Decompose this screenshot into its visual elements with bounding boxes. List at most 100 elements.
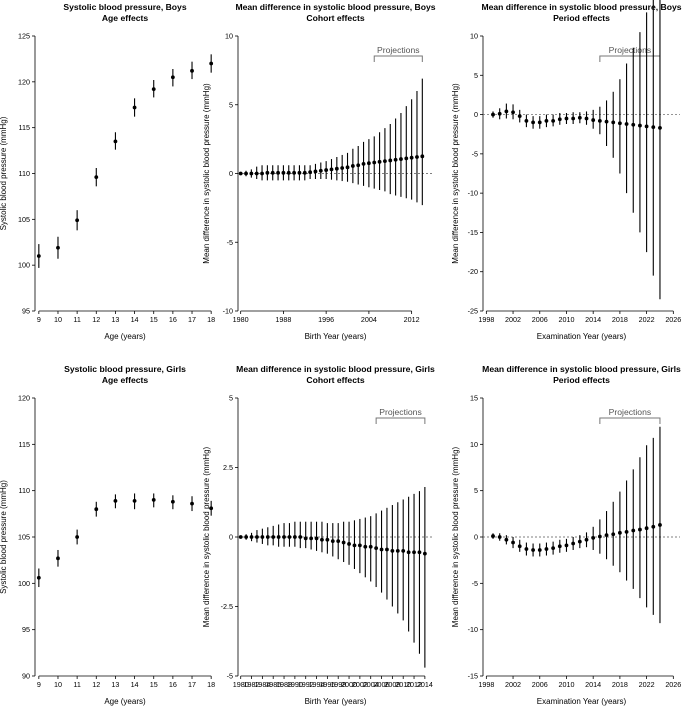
y-tick-label: 0: [474, 110, 478, 119]
y-tick-label: 105: [18, 533, 30, 542]
data-point: [334, 166, 339, 171]
data-point: [604, 533, 609, 538]
data-point: [271, 535, 276, 539]
x-tick-label: 2010: [558, 680, 574, 689]
y-tick-label: 110: [19, 169, 30, 178]
data-point: [544, 547, 549, 551]
data-point: [94, 175, 99, 180]
data-point: [75, 218, 80, 223]
data-point: [604, 119, 609, 124]
data-point: [524, 118, 529, 123]
data-point: [255, 535, 259, 539]
data-point: [412, 550, 416, 555]
data-point: [624, 122, 629, 126]
data-point: [644, 124, 649, 129]
panel-girls-cohort: Mean difference in systolic blood pressu…: [202, 364, 435, 706]
data-point: [611, 120, 616, 125]
data-point: [36, 254, 41, 258]
x-tick-label: 2014: [585, 680, 601, 689]
x-tick-label: 2012: [404, 315, 420, 324]
y-tick-label: -15: [468, 228, 478, 237]
data-point: [631, 528, 636, 533]
data-point: [276, 170, 280, 175]
data-point: [624, 530, 629, 534]
y-tick-label: 5: [229, 394, 233, 403]
y-axis-label: Mean difference in systolic blood pressu…: [451, 446, 460, 627]
x-tick-label: 2012: [406, 680, 422, 689]
x-tick-label: 2022: [639, 315, 655, 324]
x-tick-label: 17: [188, 680, 196, 689]
x-axis-label: Examination Year (years): [537, 332, 627, 341]
data-point: [249, 171, 254, 176]
y-tick-label: 0: [474, 533, 478, 542]
x-tick-label: 1998: [478, 680, 494, 689]
data-point: [511, 540, 515, 545]
data-point: [537, 120, 542, 125]
data-point: [617, 121, 622, 126]
x-tick-label: 12: [92, 680, 100, 689]
data-point: [524, 547, 529, 551]
data-point: [265, 170, 270, 175]
data-point: [151, 498, 156, 502]
x-tick-label: 1998: [330, 680, 346, 689]
data-point: [170, 499, 175, 504]
x-tick-label: 2006: [532, 680, 548, 689]
y-tick-label: -5: [472, 579, 478, 588]
x-tick-label: 1982: [244, 680, 260, 689]
data-point: [551, 118, 556, 123]
data-point: [383, 159, 387, 164]
y-tick-label: -5: [472, 149, 478, 158]
x-tick-label: 2004: [361, 315, 377, 324]
data-point: [577, 539, 582, 544]
data-point: [557, 544, 562, 549]
y-tick-label: 120: [18, 77, 30, 86]
chart-subtitle: Period effects: [553, 13, 610, 23]
data-point: [350, 164, 355, 168]
y-tick-label: 90: [22, 672, 30, 681]
y-tick-label: 10: [470, 32, 478, 41]
data-point: [329, 167, 334, 172]
data-point: [597, 118, 602, 123]
x-axis-label: Examination Year (years): [537, 697, 627, 706]
data-point: [56, 245, 60, 250]
chart-title: Mean difference in systolic blood pressu…: [481, 2, 681, 12]
y-tick-label: 95: [22, 625, 30, 634]
data-point: [132, 498, 137, 503]
chart-title: Mean difference in systolic blood pressu…: [235, 2, 435, 12]
x-tick-label: 13: [111, 315, 119, 324]
data-point: [303, 536, 308, 541]
x-tick-label: 17: [188, 315, 196, 324]
data-point: [292, 170, 296, 175]
data-point: [170, 75, 175, 80]
x-tick-label: 15: [150, 680, 158, 689]
x-tick-label: 1984: [254, 680, 270, 689]
data-point: [631, 122, 636, 127]
projections-bracket: [373, 55, 423, 62]
x-tick-label: 1996: [318, 315, 334, 324]
x-tick-label: 18: [207, 680, 215, 689]
data-point: [190, 501, 194, 506]
data-point: [415, 155, 419, 159]
x-tick-label: 1980: [233, 315, 249, 324]
x-tick-label: 1998: [478, 315, 494, 324]
data-point: [537, 548, 542, 552]
data-point: [591, 536, 596, 540]
data-point: [244, 535, 249, 539]
chart-subtitle: Cohort effects: [306, 375, 364, 385]
data-point: [564, 116, 569, 121]
x-axis-label: Birth Year (years): [305, 332, 367, 341]
data-point: [388, 158, 393, 163]
chart-title: Mean difference in systolic blood pressu…: [482, 364, 681, 374]
data-point: [341, 540, 346, 545]
data-point: [564, 543, 569, 548]
data-point: [491, 534, 495, 538]
data-point: [409, 155, 414, 160]
y-tick-label: -10: [223, 307, 233, 316]
data-point: [347, 542, 351, 546]
x-tick-label: 15: [150, 315, 158, 324]
projections-bracket: [599, 55, 661, 62]
x-tick-label: 1992: [298, 680, 314, 689]
x-tick-label: 1988: [275, 315, 291, 324]
x-axis-label: Birth Year (years): [305, 697, 367, 706]
data-point: [209, 506, 214, 511]
